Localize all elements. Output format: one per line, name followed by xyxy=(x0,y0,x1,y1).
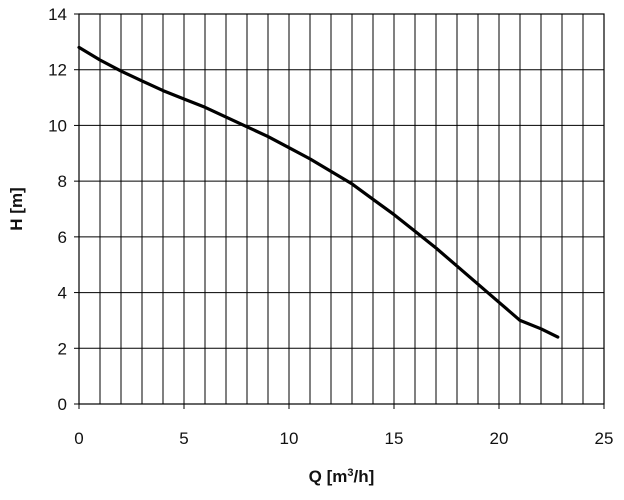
y-tick-labels: 0 2 4 6 8 10 12 14 xyxy=(48,5,79,414)
horizontal-gridlines xyxy=(79,69,604,349)
x-tick-label: 10 xyxy=(280,429,299,448)
y-tick-label: 0 xyxy=(58,395,67,414)
x-tick-label: 25 xyxy=(595,429,614,448)
y-tick-label: 6 xyxy=(58,228,67,247)
y-tick-label: 14 xyxy=(48,5,67,24)
x-axis-title-tail: /h] xyxy=(354,467,375,486)
y-tick-label: 10 xyxy=(48,116,67,135)
y-tick-label: 2 xyxy=(58,339,67,358)
vertical-gridlines xyxy=(99,14,584,404)
x-axis-title-base: Q [m xyxy=(309,467,348,486)
series-line xyxy=(77,45,560,339)
y-axis-title: H [m] xyxy=(7,187,26,230)
x-tick-label: 15 xyxy=(385,429,404,448)
x-tick-label: 0 xyxy=(74,429,83,448)
x-tick-label: 5 xyxy=(179,429,188,448)
series-layer xyxy=(77,45,560,339)
x-tick-label: 20 xyxy=(490,429,509,448)
plot-area-frame xyxy=(78,13,605,405)
y-tick-label: 4 xyxy=(58,284,67,303)
x-tick-labels: 0 5 10 15 20 25 xyxy=(74,404,613,448)
y-tick-label: 12 xyxy=(48,61,67,80)
x-axis-title-superscript: 3 xyxy=(347,467,353,479)
y-tick-label: 8 xyxy=(58,172,67,191)
x-axis-title: Q [m3/h] xyxy=(309,467,375,486)
